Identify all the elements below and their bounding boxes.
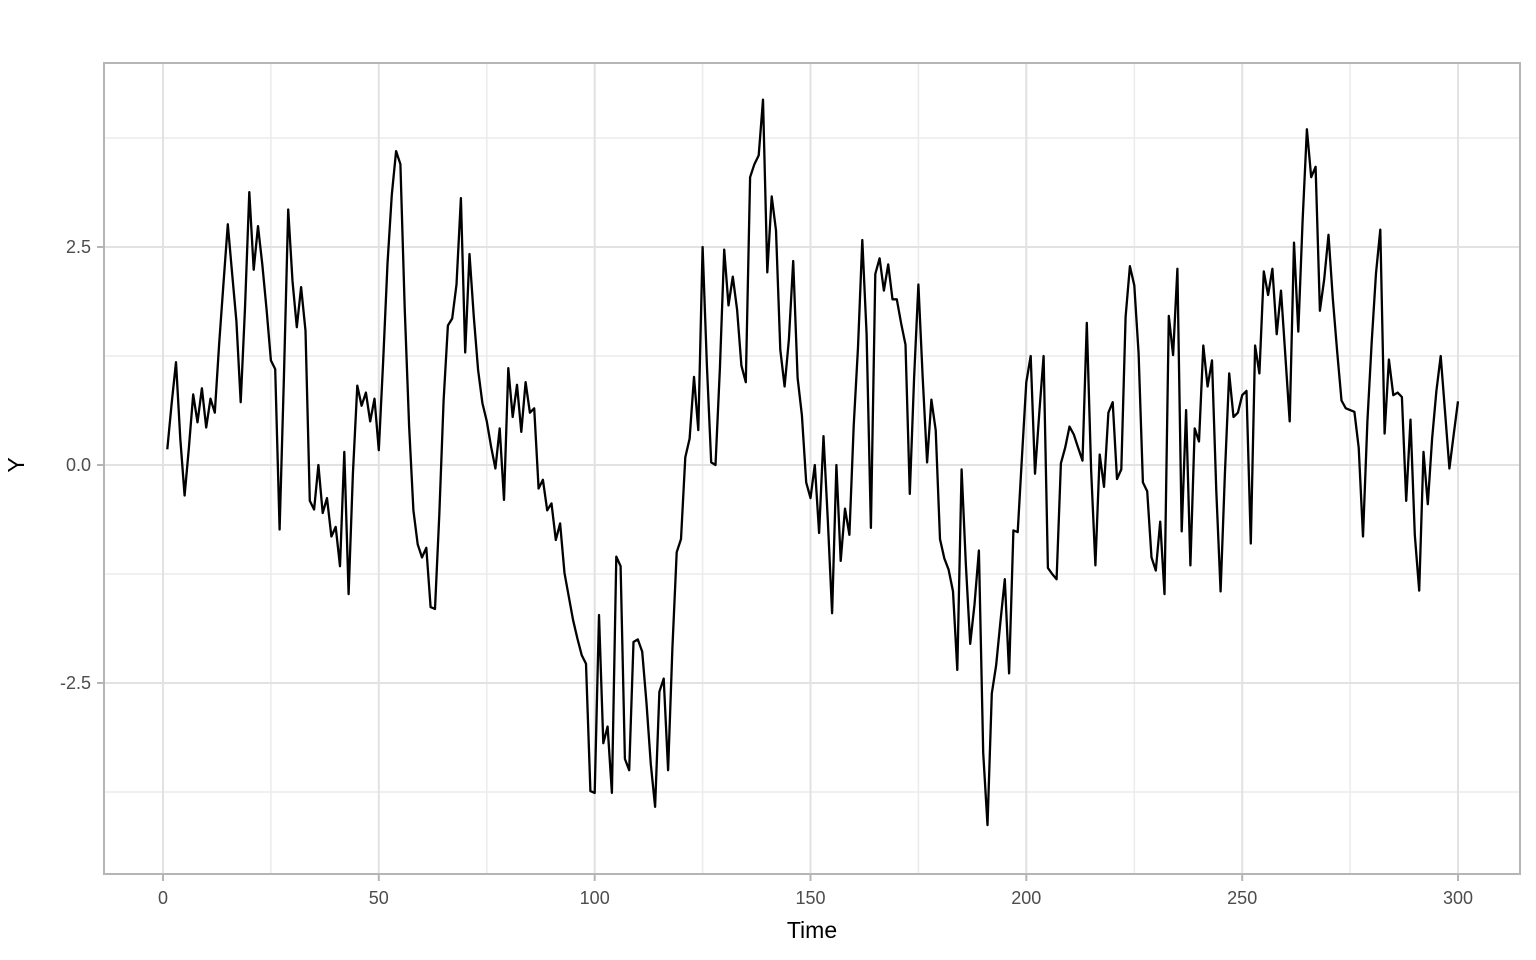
x-tick-label: 150 [795,888,825,908]
x-tick-label: 100 [580,888,610,908]
x-tick-label: 50 [369,888,389,908]
major-gridlines [104,63,1520,874]
x-tick-label: 200 [1011,888,1041,908]
y-tick-label: 0.0 [66,455,91,475]
x-tick-label: 250 [1227,888,1257,908]
x-tick-label: 300 [1443,888,1473,908]
y-tick-label: -2.5 [60,673,91,693]
minor-gridlines [104,63,1520,874]
y-axis-title: Y [3,457,29,472]
axis-tick-marks [97,246,1459,881]
series-line [166,98,1460,827]
x-axis-title: Time [787,917,837,943]
axis-tick-labels: 0 50 100 150 200 250 300 -2.5 0.0 2.5 [60,237,1473,908]
plot-panel [104,63,1520,874]
x-tick-label: 0 [158,888,168,908]
y-tick-label: 2.5 [66,237,91,257]
panel-border [103,62,1521,875]
